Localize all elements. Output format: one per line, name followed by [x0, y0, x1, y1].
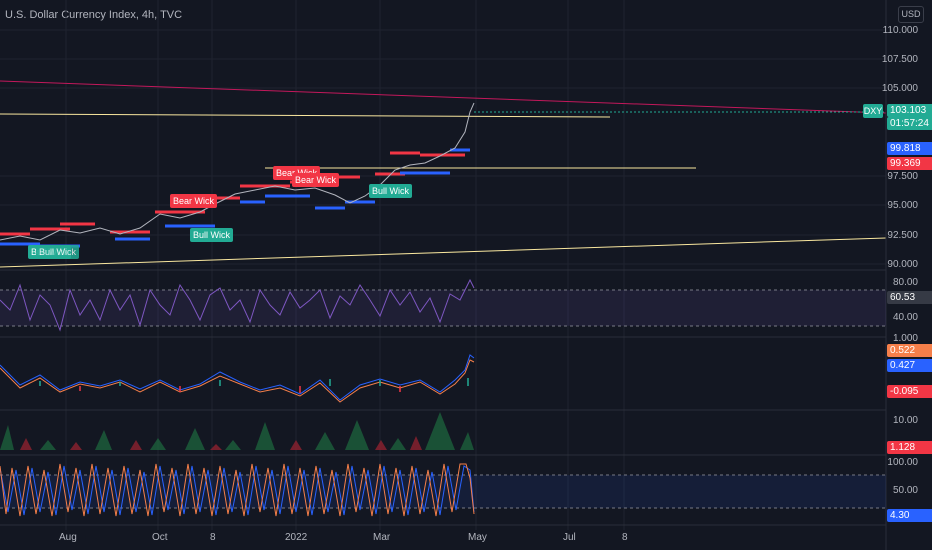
symbol-tag: DXY	[863, 104, 883, 118]
upper-band-tag: 99.818	[887, 142, 932, 155]
stoch-level-mid: 50.00	[892, 485, 918, 496]
rsi-band	[0, 290, 886, 326]
price-axis-label: 105.000	[881, 83, 918, 94]
price-axis-label: 97.500	[887, 171, 918, 182]
stoch-k-line	[0, 463, 475, 517]
bull-wick-label: Bull Wick	[36, 245, 80, 259]
time-axis-label: 2022	[285, 532, 308, 543]
time-axis-label: Oct	[152, 532, 168, 543]
chart-title: U.S. Dollar Currency Index, 4h, TVC	[5, 9, 183, 21]
time-axis-label: 8	[622, 532, 628, 543]
stoch-value-tag: 4.30	[887, 509, 932, 522]
last-price-tag: 103.103	[887, 104, 932, 117]
rsi-level-low: 40.00	[892, 312, 918, 323]
price-axis-label: 95.000	[887, 200, 918, 211]
macd-histogram	[39, 378, 469, 386]
lower-band-tag: 99.369	[887, 157, 932, 170]
macd-scale-top: 1.000	[892, 333, 918, 344]
rsi-level-high: 80.00	[892, 277, 918, 288]
volume-bars-green	[0, 412, 474, 450]
macd-hist-tag: -0.095	[887, 385, 932, 398]
macd-signal-line	[0, 359, 475, 403]
time-axis-label: May	[468, 532, 487, 543]
bull-wick-label: Bull Wick	[369, 184, 413, 198]
horizontal-level-upper	[0, 113, 611, 118]
price-axis-label: 90.000	[887, 259, 918, 270]
rsi-line	[0, 278, 475, 332]
volume-value-tag: 1.128	[887, 441, 932, 454]
bull-wick-label: Bull Wick	[190, 228, 234, 242]
currency-selector[interactable]: USD	[898, 6, 924, 23]
time-axis-label: Aug	[59, 532, 77, 543]
price-axis-label: 107.500	[881, 54, 918, 65]
volume-bars-red	[20, 436, 422, 450]
volume-scale-top: 10.00	[892, 415, 918, 426]
stoch-d-line	[0, 465, 475, 516]
bear-wick-label: Bear Wick	[170, 194, 218, 208]
stoch-level-high: 100.00	[887, 457, 918, 468]
countdown-tag: 01:57:24	[887, 117, 932, 130]
time-axis-label: Mar	[373, 532, 391, 543]
price-axis-label: 110.000	[882, 25, 918, 36]
stoch-band	[0, 475, 886, 508]
time-axis-label: Jul	[563, 532, 576, 543]
support-trendline	[0, 237, 887, 268]
rsi-value-tag: 60.53	[887, 291, 932, 304]
time-axis-label: 8	[210, 532, 216, 543]
price-axis-label: 92.500	[887, 230, 918, 241]
bear-wick-label: Bear Wick	[292, 173, 340, 187]
macd-signal-tag: 0.427	[887, 359, 932, 372]
price-line	[0, 102, 475, 241]
resistance-trendline	[0, 80, 887, 114]
macd-value-tag: 0.522	[887, 344, 932, 357]
macd-line	[0, 354, 475, 401]
